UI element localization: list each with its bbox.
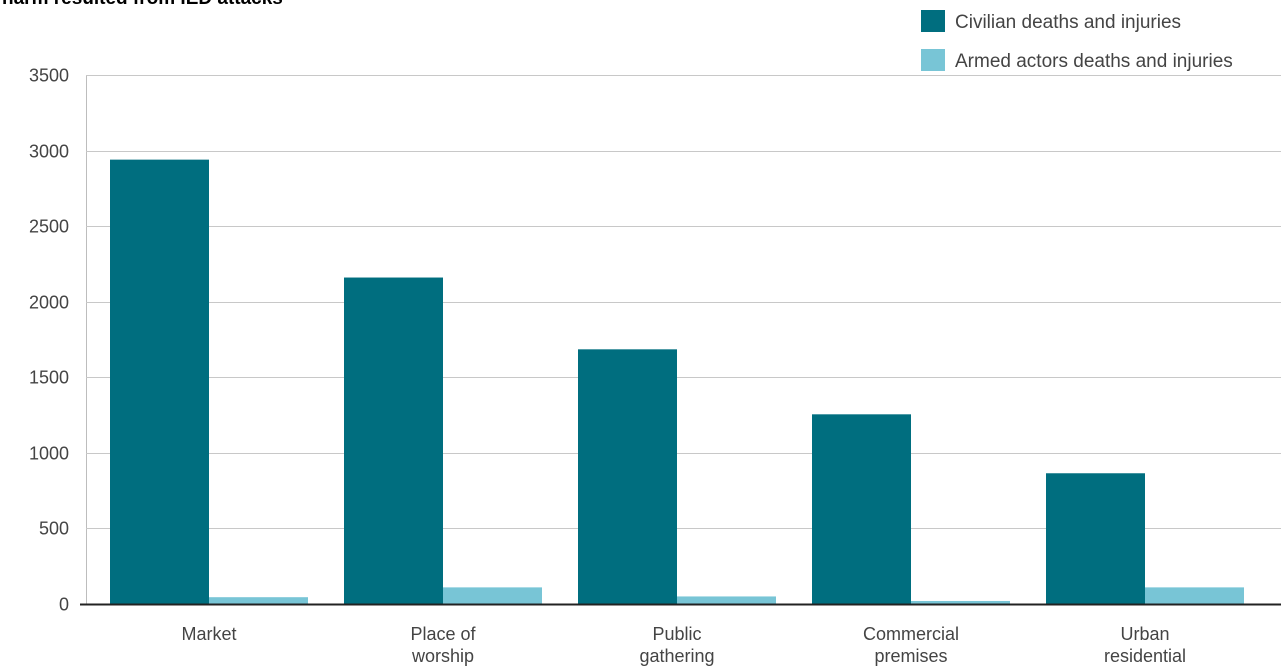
bar-civilian-0 [110,159,209,604]
x-tick-label-4: Urban residential [1104,624,1186,666]
bar-armed-actors-2 [677,596,776,604]
bar-armed-actors-3 [911,600,1010,604]
legend: Civilian deaths and injuries Armed actors… [921,10,1233,72]
bar-armed-actors-1 [443,587,542,604]
bar-armed-actors-4 [1145,587,1244,604]
x-tick-label-3: Commercial premises [863,624,959,666]
y-tick-label-1500: 1500 [29,368,69,388]
y-tick-label-2500: 2500 [29,217,69,237]
y-tick-label-3500: 3500 [29,66,69,86]
bar-civilian-1 [344,277,443,604]
legend-swatch-0 [921,10,945,32]
legend-swatch-1 [921,49,945,71]
bar-civilian-4 [1046,473,1145,604]
y-axis-ticks: 0 500 1000 1500 2000 2500 3000 3500 [29,66,69,615]
x-axis-labels: Market Place of worship Public gathering Comm… [181,624,1186,666]
y-tick-label-500: 500 [39,519,69,539]
y-tick-label-2000: 2000 [29,293,69,313]
y-tick-label-3000: 3000 [29,142,69,162]
x-tick-label-2: Public gathering [639,624,714,666]
bar-civilian-3 [812,414,911,604]
chart-title: harm resulted from IED attacks [2,0,283,9]
legend-label-1: Armed actors deaths and injuries [955,51,1233,72]
bars [80,159,1281,606]
y-tick-label-0: 0 [59,595,69,615]
bar-armed-actors-0 [209,597,308,604]
legend-label-0: Civilian deaths and injuries [955,12,1181,33]
bar-civilian-2 [578,349,677,604]
grid-lines [86,75,1281,604]
y-tick-label-1000: 1000 [29,444,69,464]
x-tick-label-1: Place of worship [410,624,476,666]
x-tick-label-0: Market [181,624,236,644]
